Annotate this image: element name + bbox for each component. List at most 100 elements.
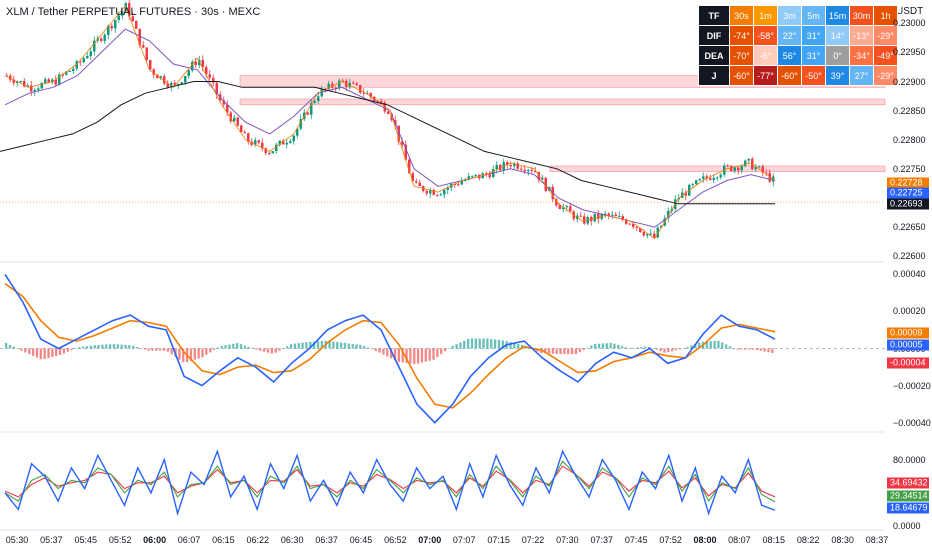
candle-body xyxy=(485,173,488,175)
price-axis-tick: 0.22900 xyxy=(893,76,926,87)
macd-histogram-bar xyxy=(58,348,62,355)
price-axis-tick: 0.22850 xyxy=(893,105,926,116)
macd-histogram-bar xyxy=(470,338,474,349)
macd-histogram-bar xyxy=(108,344,112,349)
candle-body xyxy=(691,184,694,186)
table-value-cell: -34° xyxy=(849,45,874,66)
candle-body xyxy=(768,172,771,182)
candle-body xyxy=(54,79,57,85)
candle-body xyxy=(299,119,302,129)
candle-body xyxy=(523,169,526,172)
candle-body xyxy=(93,40,96,52)
candle-body xyxy=(625,219,628,224)
time-axis-tick: 07:37 xyxy=(590,535,614,545)
candle-body xyxy=(408,159,411,174)
macd-histogram-bar xyxy=(351,343,354,349)
table-row-label: DIF xyxy=(698,25,730,46)
candle-body xyxy=(166,83,169,88)
macd-histogram-bar xyxy=(20,348,23,351)
table-value-cell: -60° xyxy=(729,65,754,86)
macd-histogram-bar xyxy=(667,348,670,353)
macd-histogram-bar xyxy=(497,339,501,349)
stoch-value-label: 29.34514 xyxy=(887,490,929,502)
candle-body xyxy=(653,233,656,238)
macd-histogram-bar xyxy=(289,344,293,349)
candle-body xyxy=(387,111,390,114)
table-header-cell: 1h xyxy=(873,5,898,26)
candle-body xyxy=(205,67,208,75)
time-axis-tick: 06:37 xyxy=(315,535,338,545)
table-value-cell: 31° xyxy=(801,25,826,46)
macd-histogram-bar xyxy=(401,348,404,363)
ema-short-line xyxy=(4,5,776,240)
candle-body xyxy=(404,144,407,160)
candle-body xyxy=(117,15,120,21)
macd-axis-tick: 0.00040 xyxy=(893,269,926,280)
macd-histogram-bar xyxy=(43,348,46,359)
macd-histogram-bar xyxy=(182,348,185,363)
macd-histogram-bar xyxy=(320,341,324,349)
table-value-cell: 56° xyxy=(777,45,802,66)
candle-body xyxy=(639,227,642,233)
macd-histogram-bar xyxy=(678,348,682,350)
macd-histogram-bar xyxy=(216,347,220,349)
table-value-cell: 0° xyxy=(825,45,850,66)
candle-body xyxy=(65,71,68,75)
macd-histogram-bar xyxy=(644,346,647,349)
macd-histogram-bar xyxy=(420,348,424,363)
table-value-cell: 39° xyxy=(825,65,850,86)
candle-body xyxy=(194,61,197,65)
macd-histogram-bar xyxy=(170,348,173,355)
macd-histogram-bar xyxy=(632,348,635,349)
supply-zone xyxy=(239,98,886,106)
price-label: 0.22728 xyxy=(887,177,929,189)
candle-body xyxy=(457,184,460,186)
candle-body xyxy=(509,165,512,167)
table-value-cell: -50° xyxy=(801,65,826,86)
candle-body xyxy=(285,142,288,145)
candle-body xyxy=(719,174,722,178)
macd-histogram-bar xyxy=(613,343,616,349)
macd-signal-line xyxy=(4,282,776,409)
candle-body xyxy=(439,194,442,196)
price-label: 0.22725 xyxy=(887,187,929,199)
stoch-value-label: 34.69432 xyxy=(887,477,929,489)
currency-unit-label: USDT xyxy=(896,6,924,17)
macd-histogram-bar xyxy=(478,338,481,349)
time-axis-tick: 05:30 xyxy=(5,535,29,545)
macd-histogram-bar xyxy=(355,344,358,349)
macd-histogram-bar xyxy=(390,348,393,359)
candle-body xyxy=(327,83,330,89)
time-axis-tick: 08:30 xyxy=(831,535,854,545)
macd-histogram-bar xyxy=(663,348,666,353)
macd-histogram-bar xyxy=(713,340,716,349)
macd-histogram-bar xyxy=(736,348,739,350)
candle-body xyxy=(565,206,568,208)
candle-body xyxy=(44,79,47,84)
candle-body xyxy=(569,206,572,212)
time-axis-tick: 08:22 xyxy=(796,535,820,545)
candle-body xyxy=(369,92,372,97)
macd-histogram-bar xyxy=(178,348,181,360)
candle-body xyxy=(579,215,582,217)
macd-histogram-bar xyxy=(447,348,451,349)
time-axis-tick: 08:07 xyxy=(728,535,751,545)
candle-body xyxy=(317,96,320,102)
candle-body xyxy=(271,151,274,154)
macd-histogram-bar xyxy=(724,344,728,349)
candle-body xyxy=(275,144,278,152)
candle-body xyxy=(614,214,617,217)
candle-body xyxy=(100,38,103,41)
macd-histogram-bar xyxy=(93,345,96,349)
macd-histogram-bar xyxy=(436,348,439,357)
macd-histogram-bar xyxy=(35,348,39,358)
candle-body xyxy=(359,85,362,93)
candle-body xyxy=(705,176,708,179)
candle-body xyxy=(418,182,421,187)
candle-body xyxy=(58,74,61,85)
candle-body xyxy=(138,28,141,46)
macd-histogram-bar xyxy=(232,343,235,349)
candle-body xyxy=(26,85,29,87)
chart-title: XLM / Tether PERPETUAL FUTURES · 30s · M… xyxy=(6,6,261,18)
candle-body xyxy=(131,16,134,21)
